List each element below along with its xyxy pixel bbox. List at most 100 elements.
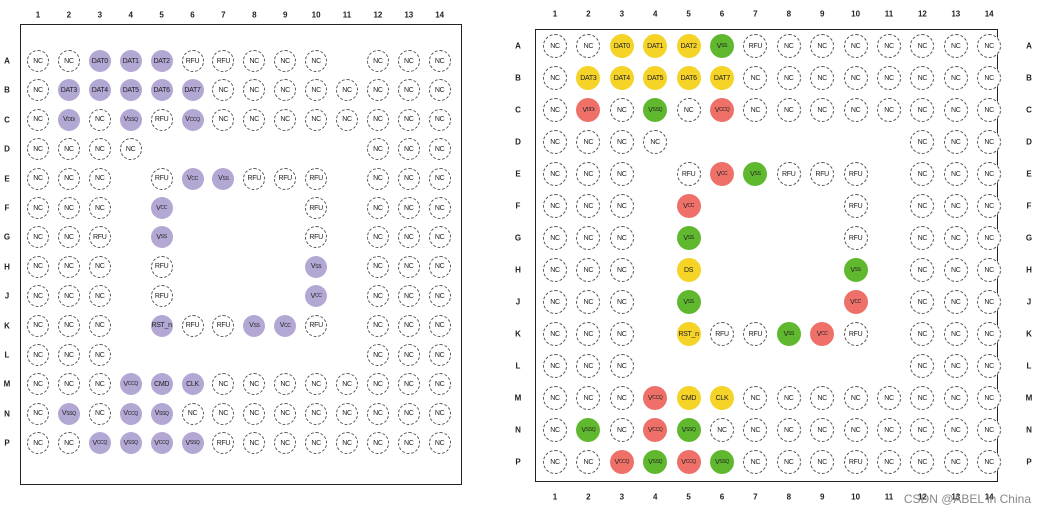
right-ball-F12: NC <box>910 194 935 218</box>
right-ball-A7: RFU <box>743 34 768 58</box>
right-row-label: N <box>515 425 521 435</box>
right-row-label: H <box>515 265 521 275</box>
left-ball-D2: NC <box>57 138 80 161</box>
left-ball-J5: RFU <box>150 285 173 308</box>
right-ball-M5: CMD <box>676 386 701 410</box>
left-ball-A6: RFU <box>181 50 204 72</box>
right-ball-C2: V DDi <box>576 98 601 122</box>
right-ball-P14: NC <box>977 450 1002 474</box>
right-ball-B11: NC <box>877 66 901 90</box>
left-ball-J14: NC <box>428 285 451 308</box>
left-row-label: P <box>4 438 10 448</box>
left-row-label: A <box>4 56 10 66</box>
right-row-label: D <box>515 137 521 147</box>
right-row-label: C <box>1026 105 1032 115</box>
right-ball-E14: NC <box>977 162 1002 186</box>
left-ball-C11: NC <box>336 108 358 131</box>
left-ball-E14: NC <box>428 167 451 190</box>
right-ball-A11: NC <box>877 34 901 58</box>
right-ball-K3: NC <box>609 322 634 346</box>
right-ball-A14: NC <box>977 34 1002 58</box>
left-ball-F2: NC <box>57 197 80 219</box>
right-ball-F3: NC <box>609 194 634 218</box>
right-column-label: 13 <box>951 9 961 19</box>
right-ball-H3: NC <box>609 258 634 282</box>
left-ball-E3: NC <box>88 167 111 190</box>
left-ball-N6: NC <box>181 402 204 425</box>
left-row-label: C <box>4 115 10 125</box>
right-ball-L2: NC <box>576 354 601 378</box>
left-ball-K5: RST_n <box>150 314 173 337</box>
right-ball-C12: NC <box>910 98 935 122</box>
right-column-label: 1 <box>552 492 558 502</box>
right-row-label: P <box>1026 457 1032 467</box>
right-ball-P10: RFU <box>843 450 868 474</box>
left-ball-N5: V SSQ <box>150 402 173 425</box>
left-ball-A4: DAT1 <box>119 50 142 72</box>
right-column-label: 7 <box>753 492 758 502</box>
left-ball-N9: NC <box>274 402 297 425</box>
right-ball-B1: NC <box>543 66 567 90</box>
right-ball-M11: NC <box>877 386 901 410</box>
right-ball-J14: NC <box>977 290 1002 314</box>
right-row-label: K <box>515 329 521 339</box>
right-ball-P4: V SSQ <box>643 450 668 474</box>
left-ball-J12: NC <box>366 285 389 308</box>
right-ball-G3: NC <box>609 226 634 250</box>
left-ball-K8: V SS <box>243 314 266 337</box>
right-ball-E5: RFU <box>676 162 701 186</box>
right-ball-M13: NC <box>943 386 968 410</box>
left-ball-P13: NC <box>397 432 420 455</box>
right-ball-E1: NC <box>543 162 567 186</box>
right-ball-E7: V SS <box>743 162 768 186</box>
left-ball-E2: NC <box>57 167 80 190</box>
right-ball-J10: V CC <box>843 290 868 314</box>
right-row-label: J <box>515 297 521 307</box>
right-row-label: F <box>515 201 521 211</box>
left-ball-C6: V CCQ <box>181 108 204 131</box>
right-ball-N2: V SSQ <box>576 418 601 442</box>
right-ball-D4: NC <box>643 130 668 154</box>
right-ball-H12: NC <box>910 258 935 282</box>
right-column-label: 6 <box>719 9 725 19</box>
left-column-label: 5 <box>159 10 164 20</box>
right-ball-B7: NC <box>743 66 768 90</box>
right-ball-P5: V CCQ <box>676 450 701 474</box>
left-ball-E6: V CC <box>181 167 204 190</box>
left-ball-E8: RFU <box>243 167 266 190</box>
left-ball-A8: NC <box>243 50 266 72</box>
right-ball-M8: NC <box>776 386 801 410</box>
right-ball-D2: NC <box>576 130 601 154</box>
left-ball-E9: RFU <box>274 167 297 190</box>
right-ball-K2: NC <box>576 322 601 346</box>
right-column-label: 4 <box>652 9 658 19</box>
left-row-label: E <box>4 174 10 184</box>
right-row-label: E <box>515 169 521 179</box>
left-row-label: B <box>4 85 10 95</box>
right-ball-B13: NC <box>943 66 968 90</box>
right-ball-G12: NC <box>910 226 935 250</box>
left-ball-H13: NC <box>397 255 420 278</box>
left-ball-B8: NC <box>243 79 266 102</box>
right-ball-H14: NC <box>977 258 1002 282</box>
left-ball-H1: NC <box>27 255 49 278</box>
left-ball-L12: NC <box>366 344 389 366</box>
left-ball-C1: NC <box>27 108 49 131</box>
right-ball-J12: NC <box>910 290 935 314</box>
left-ball-P8: NC <box>243 432 266 455</box>
left-ball-A5: DAT2 <box>150 50 173 72</box>
left-ball-P5: V CCQ <box>150 432 173 455</box>
right-row-label: L <box>1026 361 1032 371</box>
left-ball-K1: NC <box>27 314 49 337</box>
left-column-label: 3 <box>97 10 103 20</box>
right-column-label: 11 <box>884 9 894 19</box>
right-ball-M1: NC <box>543 386 567 410</box>
left-ball-C8: NC <box>243 108 266 131</box>
left-ball-K7: RFU <box>212 314 235 337</box>
left-ball-A2: NC <box>57 50 80 72</box>
right-ball-E8: RFU <box>776 162 801 186</box>
left-ball-D3: NC <box>88 138 111 161</box>
left-ball-F1: NC <box>27 197 49 219</box>
right-column-label: 8 <box>786 9 792 19</box>
left-ball-N7: NC <box>212 402 235 425</box>
